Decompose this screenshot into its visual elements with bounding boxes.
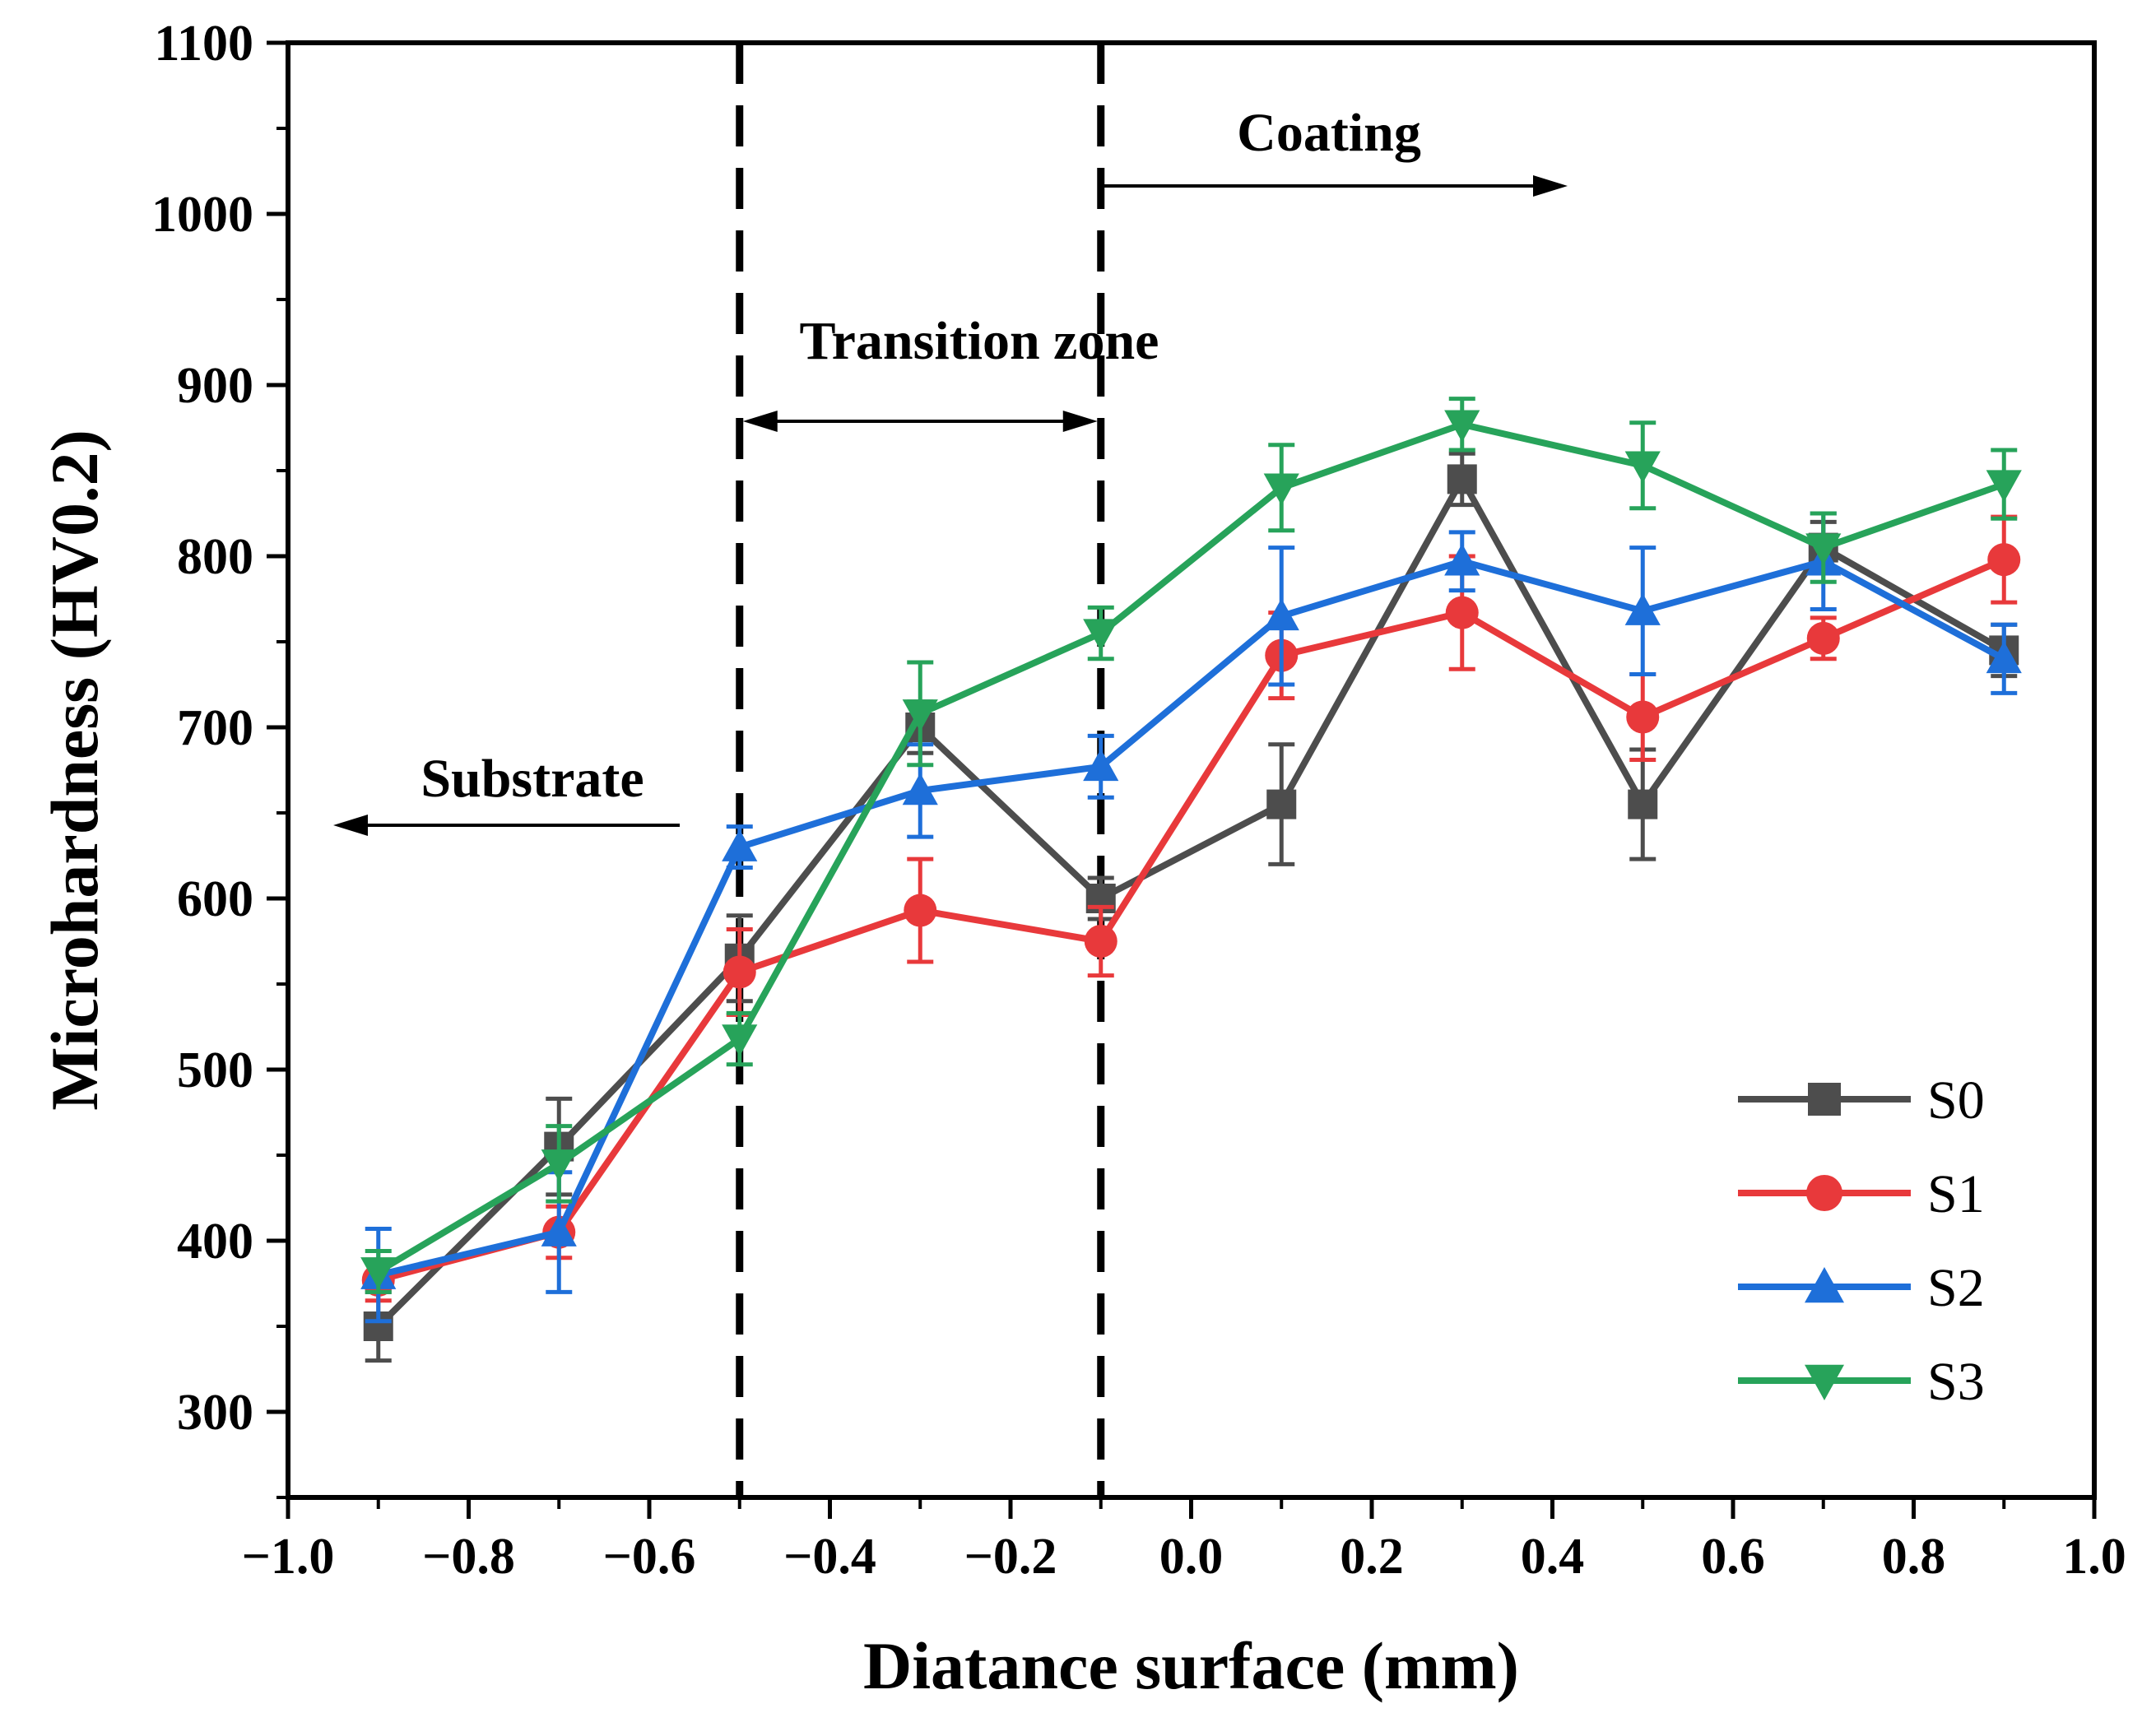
data-point-triangle-up-marker: [1624, 592, 1661, 625]
coating-arrow-head-icon: [1533, 175, 1568, 197]
data-point-triangle-down-marker: [1624, 451, 1661, 484]
data-point-circle-marker: [1987, 543, 2021, 577]
data-point-triangle-up-marker: [1263, 598, 1299, 631]
series-S0: [363, 451, 2019, 1363]
legend-item-S0: S0: [1738, 1070, 1985, 1130]
substrate-arrow-head-icon: [333, 815, 368, 836]
data-point-triangle-down-marker: [1805, 533, 1842, 566]
series-line: [375, 476, 2006, 1329]
data-point-circle-marker: [904, 894, 937, 927]
data-point-triangle-down-marker: [1444, 410, 1480, 443]
data-point-triangle-up-marker: [541, 1214, 577, 1246]
series-line: [377, 558, 2006, 1279]
legend-label: S3: [1927, 1352, 1985, 1412]
legend-item-S2: S2: [1738, 1258, 1985, 1318]
x-tick-label: −0.8: [422, 1529, 515, 1585]
series-layer: [360, 397, 2022, 1363]
data-point-circle-marker: [1626, 700, 1660, 734]
series-line: [377, 556, 2005, 1284]
y-tick-label: 1100: [154, 16, 253, 72]
y-tick-label: 800: [177, 529, 253, 585]
data-point-square-marker: [1628, 789, 1658, 819]
data-point-triangle-down-marker: [1263, 473, 1299, 506]
x-tick-label: 0.6: [1701, 1529, 1765, 1585]
y-tick-label: 500: [177, 1042, 253, 1098]
data-point-triangle-up-marker: [1444, 543, 1480, 576]
legend-label: S1: [1927, 1164, 1985, 1224]
x-axis-title: Diatance surface (mm): [863, 1628, 1519, 1703]
data-point-square-marker: [1447, 464, 1477, 494]
data-point-circle-marker: [1806, 1175, 1842, 1211]
legend-label: S0: [1927, 1070, 1985, 1130]
legend: S0 S1 S2 S3: [1738, 1070, 1985, 1412]
data-point-circle-marker: [1445, 596, 1479, 629]
data-point-square-marker: [1266, 789, 1297, 819]
data-point-triangle-down-marker: [902, 699, 938, 731]
axis-ticks: −1.0 −0.8 −0.6 −0.4 −0.2 0.0 0.2 0.4 0.6 0.8 1.0 30…: [151, 16, 2126, 1585]
y-axis-title: Microhardness (HV0.2): [37, 429, 112, 1111]
legend-item-S1: S1: [1738, 1164, 1985, 1224]
x-tick-label: −0.6: [603, 1529, 696, 1585]
data-point-triangle-up-marker: [1986, 641, 2022, 674]
data-point-triangle-up-marker: [1083, 749, 1119, 782]
x-tick-label: 1.0: [2062, 1529, 2126, 1585]
x-tick-label: 0.0: [1159, 1529, 1224, 1585]
series-line: [376, 420, 2005, 1274]
x-tick-label: 0.8: [1882, 1529, 1946, 1585]
y-tick-label: 1000: [151, 187, 253, 243]
data-point-triangle-down-marker: [1986, 470, 2022, 503]
x-tick-label: −0.4: [783, 1529, 876, 1585]
data-point-triangle-down-marker: [360, 1257, 397, 1290]
series-S2: [360, 511, 2022, 1324]
y-tick-label: 700: [177, 700, 253, 756]
data-point-triangle-up-marker: [1805, 1267, 1844, 1303]
y-tick-label: 400: [177, 1214, 253, 1270]
transition-zone-label: Transition zone: [800, 311, 1159, 371]
coating-label: Coating: [1237, 103, 1421, 163]
data-point-circle-marker: [723, 955, 756, 989]
data-point-triangle-down-marker: [722, 1024, 758, 1057]
x-tick-label: 0.4: [1521, 1529, 1585, 1585]
transition-arrow-left-head-icon: [742, 411, 778, 432]
annotations: Coating Transition zone Substrate: [333, 103, 1568, 836]
y-tick-label: 600: [177, 871, 253, 927]
data-point-circle-marker: [1084, 925, 1117, 958]
data-point-triangle-down-marker: [1083, 619, 1119, 652]
data-point-triangle-up-marker: [902, 773, 938, 805]
x-tick-label: −1.0: [242, 1529, 335, 1585]
x-tick-label: 0.2: [1340, 1529, 1404, 1585]
data-point-triangle-down-marker: [541, 1149, 577, 1181]
data-point-circle-marker: [1806, 621, 1840, 655]
y-tick-label: 300: [177, 1385, 253, 1441]
legend-label: S2: [1927, 1258, 1985, 1318]
data-point-triangle-down-marker: [1805, 1364, 1844, 1400]
legend-item-S3: S3: [1738, 1352, 1985, 1412]
substrate-label: Substrate: [421, 749, 644, 809]
data-point-square-marker: [1808, 1083, 1841, 1116]
series-S3: [360, 397, 2022, 1294]
transition-arrow-right-head-icon: [1062, 411, 1098, 432]
x-tick-label: −0.2: [964, 1529, 1057, 1585]
y-tick-label: 900: [177, 358, 253, 414]
series-S1: [361, 514, 2021, 1303]
data-point-triangle-up-marker: [722, 829, 758, 861]
